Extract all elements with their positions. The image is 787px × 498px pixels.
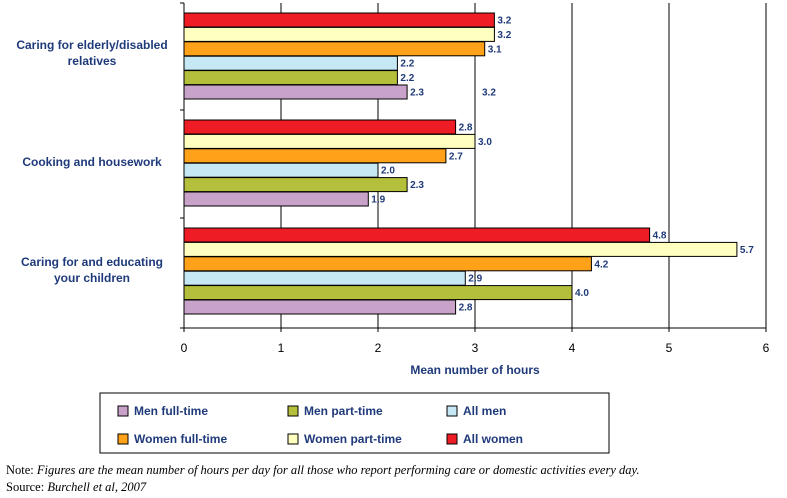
legend-label-women-part-time: Women part-time xyxy=(304,432,402,446)
bar-women-full-time-caring-for-and-educating-your-children xyxy=(183,256,592,272)
legend-label-all-men: All men xyxy=(463,404,506,418)
bar-women-part-time-caring-for-and-educating-your-children xyxy=(183,241,738,257)
data-label-women-full-time-cooking-and-housework: 2.7 xyxy=(449,151,463,162)
data-label-men-full-time-caring-for-and-educating-your-children: 2.8 xyxy=(459,303,473,314)
category-label-caring-for-and-educating-your-children: Caring for and educating your children xyxy=(21,255,163,285)
bar-men-full-time-caring-for-elderly-disabled-relatives xyxy=(183,84,408,100)
x-tick-label-6: 6 xyxy=(763,341,770,355)
data-label-women-part-time-cooking-and-housework: 3.0 xyxy=(478,137,492,148)
bar-women-part-time-caring-for-elderly-disabled-relatives xyxy=(183,26,495,42)
data-label-men-part-time-caring-for-and-educating-your-children: 4.0 xyxy=(575,288,589,299)
bar-men-part-time-cooking-and-housework xyxy=(183,177,408,193)
x-tick-label-3: 3 xyxy=(472,341,479,355)
data-label-all-men-cooking-and-housework: 2.0 xyxy=(381,166,395,177)
data-label-men-part-time-cooking-and-housework: 2.3 xyxy=(410,180,424,191)
x-axis-label: Mean number of hours xyxy=(410,363,540,377)
bar-men-full-time-cooking-and-housework xyxy=(183,191,369,207)
data-label-all-women-caring-for-and-educating-your-children: 4.8 xyxy=(653,231,667,242)
data-label-women-full-time-caring-for-elderly-disabled-relatives: 3.1 xyxy=(488,44,502,55)
data-label-all-women-caring-for-elderly-disabled-relatives: 3.2 xyxy=(497,16,511,27)
data-label-all-men-caring-for-elderly-disabled-relatives: 2.2 xyxy=(400,59,414,70)
data-label-all-men-caring-for-and-educating-your-children: 2.9 xyxy=(468,274,482,285)
x-tick-label-5: 5 xyxy=(666,341,673,355)
data-label-women-part-time-caring-for-and-educating-your-children: 5.7 xyxy=(740,245,754,256)
data-label-women-part-time-caring-for-elderly-disabled-relatives: 3.2 xyxy=(497,30,511,41)
legend-label-men-part-time: Men part-time xyxy=(304,404,383,418)
legend-swatch-men-part-time xyxy=(287,405,299,417)
data-label-women-full-time-caring-for-and-educating-your-children: 4.2 xyxy=(594,259,608,270)
bar-all-men-caring-for-elderly-disabled-relatives xyxy=(183,55,398,71)
category-label-cooking-and-housework: Cooking and housework xyxy=(22,155,162,169)
bar-all-men-caring-for-and-educating-your-children xyxy=(183,270,466,286)
legend-swatch-all-men xyxy=(446,405,458,417)
data-label-men-part-time-caring-for-elderly-disabled-relatives: 2.2 xyxy=(400,73,414,84)
bar-women-full-time-caring-for-elderly-disabled-relatives xyxy=(183,41,486,57)
note-text: Note: Figures are the mean number of hou… xyxy=(6,463,640,477)
bar-all-women-cooking-and-housework xyxy=(183,119,457,135)
bar-men-part-time-caring-for-elderly-disabled-relatives xyxy=(183,70,398,86)
x-tick-label-2: 2 xyxy=(375,341,382,355)
source-text: Source: Burchell et al, 2007 xyxy=(6,480,147,494)
legend-swatch-women-full-time xyxy=(117,433,129,445)
bar-men-full-time-caring-for-and-educating-your-children xyxy=(183,299,457,315)
legend-label-men-full-time: Men full-time xyxy=(134,404,208,418)
bar-women-full-time-cooking-and-housework xyxy=(183,148,447,164)
bar-all-men-cooking-and-housework xyxy=(183,162,379,178)
bar-all-women-caring-for-and-educating-your-children xyxy=(183,227,651,243)
x-tick-label-0: 0 xyxy=(181,341,188,355)
legend-swatch-women-part-time xyxy=(287,433,299,445)
stray-data-label-0: 3.2 xyxy=(482,88,496,99)
data-label-all-women-cooking-and-housework: 2.8 xyxy=(459,123,473,134)
data-label-men-full-time-caring-for-elderly-disabled-relatives: 2.3 xyxy=(410,88,424,99)
category-label-caring-for-elderly-disabled-relatives: Caring for elderly/disabled relatives xyxy=(16,38,167,68)
data-label-men-full-time-cooking-and-housework: 1.9 xyxy=(371,195,385,206)
legend-box xyxy=(99,392,610,454)
x-tick-label-4: 4 xyxy=(569,341,576,355)
bar-women-part-time-cooking-and-housework xyxy=(183,133,476,149)
legend: Men full-time Men part-time All men Women f… xyxy=(99,392,610,454)
legend-label-women-full-time: Women full-time xyxy=(134,432,227,446)
legend-swatch-men-full-time xyxy=(117,405,129,417)
legend-label-all-women: All women xyxy=(463,432,523,446)
plot-area: 3.2 3.2 3.1 2.2 2.2 2.3 2.8 3.0 2.7 2.0 2.3 1.9 4.8 5… xyxy=(16,2,770,377)
bar-all-women-caring-for-elderly-disabled-relatives xyxy=(183,12,495,28)
bar-men-part-time-caring-for-and-educating-your-children xyxy=(183,285,573,301)
legend-swatch-all-women xyxy=(446,433,458,445)
x-tick-label-1: 1 xyxy=(278,341,285,355)
